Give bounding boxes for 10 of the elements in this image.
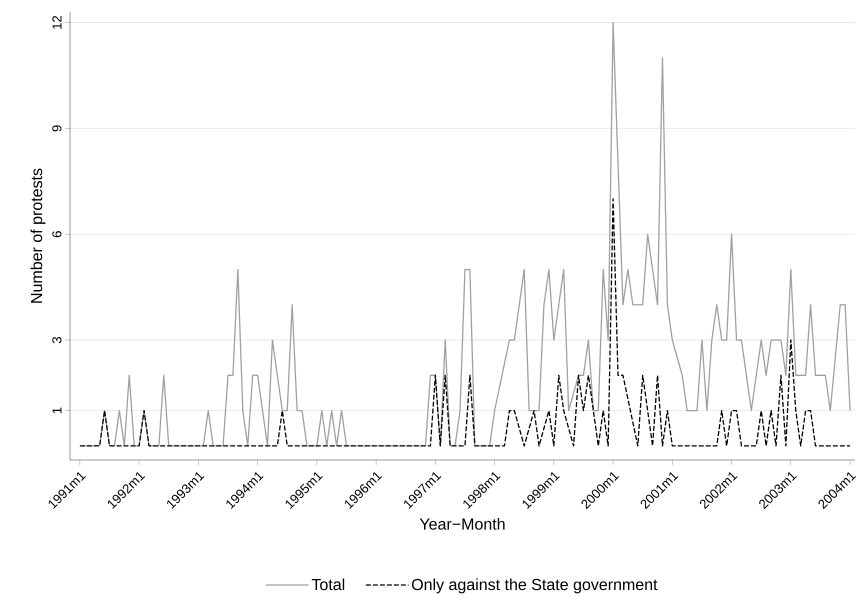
line-series (79, 198, 851, 447)
y-tick-label: 9 (52, 125, 62, 132)
y-tick-label: 1 (52, 408, 62, 414)
y-tick-label: 6 (52, 231, 62, 238)
y-axis-title: Number of protests (30, 168, 46, 303)
y-tick-label: 12 (52, 16, 62, 29)
legend-label: Total (312, 578, 344, 590)
y-tick-label: 3 (52, 337, 62, 344)
x-axis-title: Year−Month (420, 518, 505, 530)
legend-label: Only against the State government (412, 578, 658, 594)
